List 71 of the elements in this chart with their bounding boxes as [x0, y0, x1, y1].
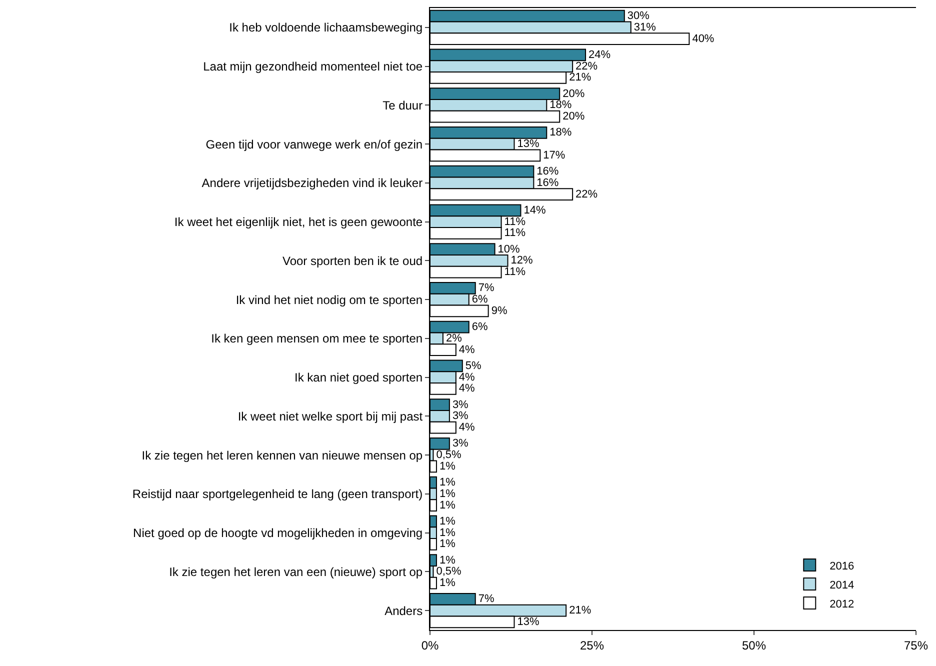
- y-tick-label: Ik kan niet goed sporten: [294, 370, 423, 385]
- legend-label: 2012: [830, 598, 854, 610]
- data-label: 11%: [504, 266, 526, 278]
- data-label: 18%: [550, 126, 572, 139]
- data-label: 5%: [465, 360, 482, 372]
- data-label: 18%: [550, 99, 572, 112]
- y-tick-label: Anders: [384, 604, 423, 618]
- data-label: 3%: [452, 398, 469, 411]
- data-label: 14%: [524, 204, 546, 216]
- y-tick-label: Niet goed op de hoogte vd mogelijkheden in omgeving: [133, 526, 423, 540]
- y-tick-label: Ik zie tegen het leren kennen van nieuwe mensen op: [142, 448, 423, 462]
- x-tick-label: 0%: [421, 638, 439, 652]
- data-label: 7%: [478, 282, 494, 294]
- data-label: 7%: [478, 593, 494, 606]
- data-label: 12%: [510, 254, 533, 267]
- legend-label: 2014: [830, 579, 854, 592]
- data-label: 3%: [452, 438, 469, 450]
- data-label: 1%: [439, 577, 456, 590]
- data-label: 22%: [576, 60, 598, 72]
- data-label: 24%: [588, 48, 611, 61]
- data-label: 22%: [576, 188, 598, 200]
- data-label: 1%: [439, 554, 456, 566]
- y-tick-label: Laat mijn gezondheid momenteel niet toe: [203, 60, 423, 74]
- data-label: 1%: [439, 488, 456, 500]
- data-label: 4%: [458, 382, 476, 395]
- legend-label: 2016: [830, 560, 854, 572]
- data-label: 20%: [562, 110, 585, 123]
- data-label: 4%: [458, 344, 476, 356]
- data-label: 16%: [536, 166, 559, 178]
- data-label: 6%: [472, 294, 488, 306]
- y-tick-label: Ik heb voldoende lichaamsbeweging: [229, 20, 423, 35]
- data-label: 1%: [439, 499, 456, 512]
- data-label: 6%: [472, 321, 488, 334]
- data-label: 1%: [439, 515, 456, 528]
- data-label: 17%: [543, 149, 566, 162]
- y-tick-label: Reistijd naar sportgelegenheid te lang (geen transport): [132, 487, 423, 502]
- data-label: 31%: [634, 21, 656, 34]
- data-label: 0,5%: [436, 449, 462, 462]
- data-label: 11%: [504, 227, 526, 240]
- y-tick-label: Ik ken geen mensen om mee te sporten: [211, 332, 423, 346]
- x-tick-label: 75%: [904, 638, 928, 652]
- data-label: 11%: [504, 216, 526, 228]
- data-label: 3%: [452, 410, 469, 422]
- data-label: 0,5%: [436, 566, 462, 578]
- data-label: 20%: [562, 88, 585, 100]
- data-label: 1%: [439, 460, 456, 472]
- x-tick-label: 25%: [580, 638, 604, 652]
- data-label: 4%: [458, 422, 476, 434]
- y-tick-label: Ik weet niet welke sport bij mij past: [238, 409, 424, 424]
- data-label: 10%: [498, 243, 520, 256]
- data-label: 1%: [439, 476, 456, 489]
- data-label: 4%: [458, 371, 476, 384]
- data-label: 13%: [517, 616, 540, 628]
- y-tick-label: Ik weet het eigenlijk niet, het is geen gewoonte: [174, 215, 423, 230]
- x-tick-label: 50%: [742, 638, 766, 652]
- data-label: 9%: [491, 304, 508, 317]
- y-tick-label: Geen tijd voor vanwege werk en/of gezin: [206, 137, 423, 152]
- y-tick-label: Te duur: [382, 98, 423, 112]
- data-label: 1%: [439, 526, 456, 539]
- data-label: 13%: [517, 138, 540, 150]
- data-label: 30%: [627, 10, 650, 22]
- y-tick-label: Ik zie tegen het leren van een (nieuwe) sport op: [169, 564, 423, 579]
- data-label: 21%: [569, 72, 592, 84]
- y-tick-label: Voor sporten ben ik te oud: [282, 254, 423, 268]
- y-tick-label: Ik vind het niet nodig om te sporten: [236, 292, 423, 307]
- data-label: 16%: [536, 176, 559, 189]
- data-label: 2%: [446, 332, 462, 344]
- y-tick-label: Andere vrijetijdsbezigheden vind ik leuker: [202, 176, 423, 190]
- data-label: 21%: [569, 604, 592, 617]
- data-label: 40%: [692, 32, 714, 45]
- data-label: 1%: [439, 538, 456, 550]
